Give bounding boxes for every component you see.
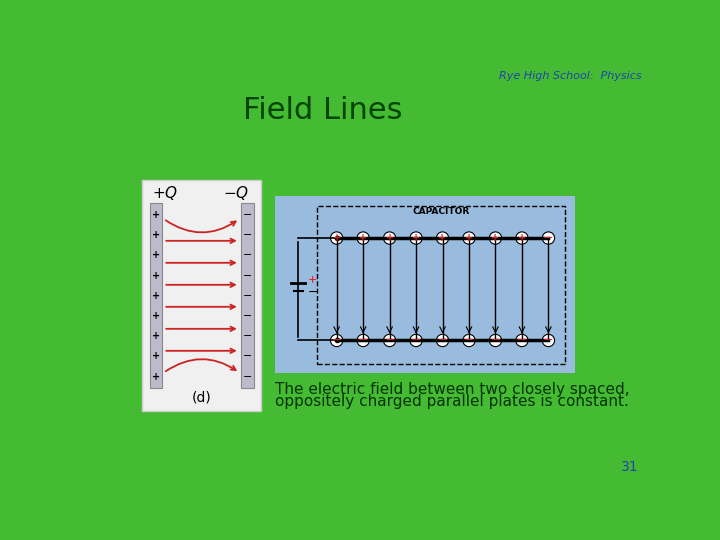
Text: +: +	[492, 233, 500, 243]
Text: +: +	[359, 233, 367, 243]
Text: −: −	[243, 311, 252, 321]
Text: −: −	[358, 334, 369, 347]
Text: +: +	[518, 233, 526, 243]
Text: +: +	[152, 372, 160, 382]
Text: +: +	[465, 233, 473, 243]
Text: Rye High School:  Physics: Rye High School: Physics	[499, 71, 642, 81]
Bar	[142, 180, 261, 411]
Text: 31: 31	[621, 461, 639, 475]
FancyArrowPatch shape	[166, 239, 235, 243]
Bar	[150, 204, 162, 388]
Circle shape	[436, 334, 449, 347]
Text: −: −	[243, 271, 252, 281]
Text: −: −	[437, 334, 448, 347]
Text: +$Q$: +$Q$	[152, 184, 178, 202]
FancyArrowPatch shape	[166, 220, 235, 232]
Text: −: −	[490, 334, 500, 347]
Text: −: −	[464, 334, 474, 347]
Text: −: −	[307, 286, 318, 299]
Bar	[275, 195, 575, 373]
Circle shape	[490, 334, 502, 347]
Text: +: +	[152, 230, 160, 240]
Text: +: +	[438, 233, 446, 243]
Text: −: −	[243, 210, 252, 220]
Text: +: +	[385, 233, 394, 243]
Text: −: −	[543, 334, 554, 347]
Circle shape	[384, 232, 396, 244]
Circle shape	[490, 232, 502, 244]
FancyArrowPatch shape	[166, 349, 235, 353]
Circle shape	[463, 334, 475, 347]
FancyArrowPatch shape	[166, 261, 235, 265]
Text: CAPACITOR: CAPACITOR	[413, 207, 470, 216]
FancyArrowPatch shape	[166, 282, 235, 287]
Text: −: −	[331, 334, 342, 347]
Text: −: −	[243, 372, 252, 382]
Circle shape	[542, 232, 554, 244]
Text: +: +	[333, 233, 341, 243]
Text: +: +	[307, 275, 317, 285]
Text: +: +	[152, 291, 160, 301]
Text: −: −	[543, 232, 554, 245]
Text: −: −	[411, 334, 421, 347]
Circle shape	[357, 232, 369, 244]
Circle shape	[384, 334, 396, 347]
FancyArrowPatch shape	[166, 305, 235, 309]
Text: −: −	[243, 230, 252, 240]
Text: +: +	[152, 311, 160, 321]
Circle shape	[330, 232, 343, 244]
Bar	[241, 204, 253, 388]
Text: oppositely charged parallel plates is constant.: oppositely charged parallel plates is co…	[275, 394, 629, 409]
Circle shape	[436, 232, 449, 244]
Text: −: −	[243, 352, 252, 361]
Circle shape	[410, 232, 422, 244]
Text: −: −	[384, 334, 395, 347]
Circle shape	[516, 232, 528, 244]
Text: The electric field between two closely spaced,: The electric field between two closely s…	[275, 382, 630, 397]
Text: +: +	[152, 352, 160, 361]
Text: +: +	[152, 210, 160, 220]
Text: +: +	[152, 251, 160, 260]
Text: −: −	[243, 291, 252, 301]
Text: +: +	[152, 331, 160, 341]
Circle shape	[542, 334, 554, 347]
Text: Field Lines: Field Lines	[243, 96, 402, 125]
Text: (d): (d)	[192, 390, 212, 404]
Text: −: −	[517, 334, 527, 347]
Circle shape	[330, 334, 343, 347]
FancyArrowPatch shape	[166, 359, 235, 371]
Text: $-Q$: $-Q$	[223, 184, 250, 202]
Text: +: +	[412, 233, 420, 243]
Text: +: +	[152, 271, 160, 281]
Bar	[318, 206, 565, 363]
Text: −: −	[243, 331, 252, 341]
Text: −: −	[243, 251, 252, 260]
FancyArrowPatch shape	[166, 327, 235, 331]
Circle shape	[410, 334, 422, 347]
Circle shape	[516, 334, 528, 347]
Circle shape	[463, 232, 475, 244]
Circle shape	[357, 334, 369, 347]
